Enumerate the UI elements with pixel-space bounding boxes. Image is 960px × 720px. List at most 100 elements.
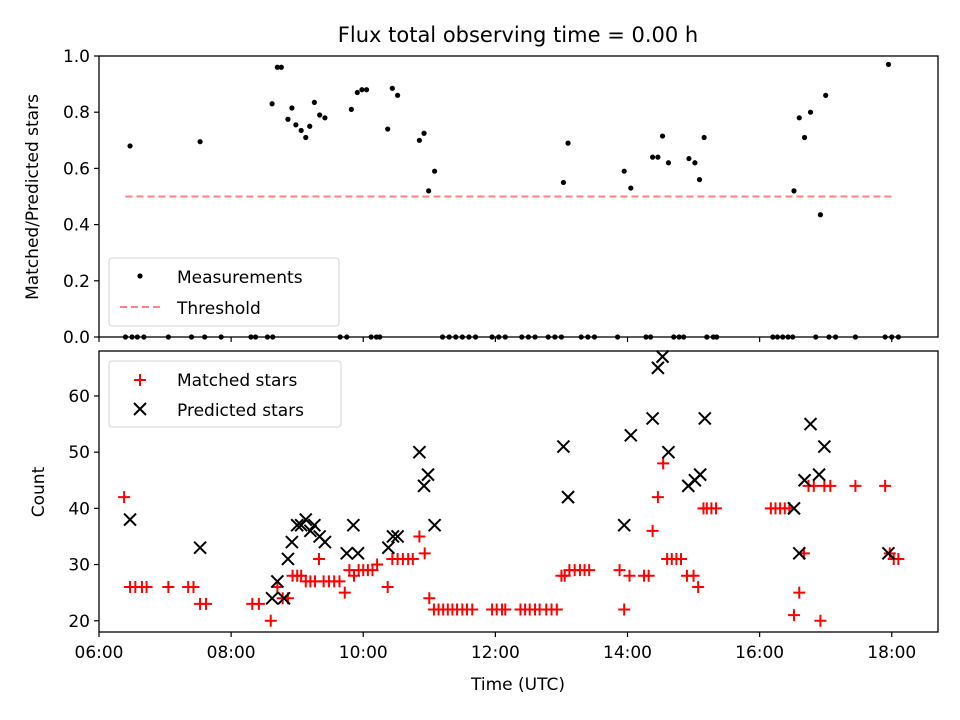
- predicted-star-point: [351, 546, 365, 561]
- measurement-point: [696, 177, 703, 183]
- predicted-star-point: [265, 591, 279, 605]
- matched-star-point: [418, 547, 431, 560]
- top-y-tick-label: 0.8: [63, 103, 90, 123]
- x-axis-label: Time (UTC): [470, 675, 565, 695]
- measurement-point: [650, 154, 656, 160]
- matched-star-point: [646, 524, 659, 537]
- predicted-star-point: [661, 445, 676, 459]
- matched-star-point: [338, 586, 351, 599]
- matched-star-point: [381, 581, 394, 594]
- matched-star-point: [657, 457, 670, 470]
- bottom-y-tick-label: 60: [68, 387, 90, 407]
- measurement-point: [426, 188, 432, 194]
- top-y-axis-label: Matched/Predicted stars: [23, 94, 43, 300]
- bottom-x-tick-label: 12:00: [471, 643, 520, 663]
- predicted-star-point: [561, 490, 575, 504]
- top-legend: Measurements Threshold: [108, 257, 340, 327]
- matched-star-point: [849, 479, 862, 492]
- matched-star-point: [675, 552, 688, 565]
- matched-star-point: [814, 614, 827, 627]
- matched-star-point: [252, 597, 265, 610]
- matched-star-point: [413, 530, 426, 543]
- predicted-star-point: [812, 467, 826, 482]
- matched-star-point: [824, 479, 837, 492]
- predicted-star-point: [270, 574, 285, 589]
- measurement-point: [354, 89, 360, 96]
- measurement-point: [359, 87, 365, 93]
- matched-star-point: [312, 552, 325, 565]
- measurement-point: [885, 61, 892, 68]
- legend-matched-label: Matched stars: [177, 371, 297, 391]
- top-legend-box: [108, 257, 340, 327]
- predicted-star-point: [277, 591, 291, 605]
- predicted-star-point: [281, 552, 295, 566]
- predicted-star-point: [645, 411, 660, 426]
- predicted-star-point: [290, 518, 304, 532]
- matched-star-point: [406, 552, 419, 565]
- matched-star-point: [187, 581, 200, 594]
- matched-star-point: [371, 558, 384, 571]
- matched-star-point: [118, 491, 131, 504]
- measurement-point: [807, 109, 814, 115]
- measurement-point: [274, 64, 280, 70]
- measurement-point: [348, 106, 354, 112]
- matched-star-point: [264, 614, 277, 627]
- predicted-star-point: [617, 518, 631, 532]
- top-axis-ticks: 0.0 0.2 0.4 0.6 0.8 1.0: [63, 47, 893, 348]
- predicted-star-point: [386, 529, 400, 544]
- predicted-star-point: [346, 518, 361, 532]
- bottom-y-tick-label: 20: [68, 612, 90, 632]
- matched-star-point: [618, 603, 631, 616]
- top-y-tick-label: 0.0: [63, 328, 90, 348]
- measurement-point: [565, 140, 571, 146]
- predicted-star-point: [123, 512, 137, 527]
- bottom-x-tick-label: 08:00: [207, 643, 256, 663]
- predicted-star-point: [556, 439, 571, 454]
- measurement-point: [317, 112, 323, 118]
- bottom-legend: Matched stars Predicted stars: [108, 360, 342, 428]
- matched-star-point: [687, 569, 700, 582]
- predicted-star-point: [651, 361, 665, 375]
- predicted-star-point: [803, 417, 818, 431]
- measurement-point: [311, 99, 317, 105]
- chart-title: Flux total observing time = 0.00 h: [338, 23, 698, 47]
- matched-star-point: [623, 569, 636, 582]
- predicted-star-point: [318, 535, 332, 549]
- measurement-point: [692, 160, 698, 166]
- legend-predicted-label: Predicted stars: [177, 401, 304, 421]
- measurement-point: [621, 168, 627, 174]
- top-y-tick-label: 0.4: [63, 216, 90, 236]
- measurement-point: [278, 64, 284, 70]
- measurement-point: [686, 155, 692, 162]
- measurement-point: [285, 116, 291, 122]
- matched-star-point: [466, 603, 479, 616]
- matched-star-point: [787, 609, 800, 622]
- measurement-point: [432, 168, 438, 174]
- bottom-legend-box: [108, 360, 342, 428]
- predicted-star-point: [390, 529, 405, 544]
- bottom-plot-frame: [98, 350, 939, 633]
- predicted-star-point: [693, 467, 707, 482]
- matched-star-point: [692, 581, 705, 594]
- legend-threshold-label: Threshold: [176, 299, 261, 319]
- predicted-star-point: [427, 518, 442, 532]
- bottom-plot-marks: [118, 349, 905, 627]
- bottom-y-axis-label: Count: [29, 466, 49, 517]
- predicted-star-point: [303, 524, 318, 538]
- matched-star-point: [583, 564, 596, 577]
- legend-measurements-marker: [137, 273, 143, 279]
- matched-star-point: [333, 575, 346, 588]
- measurement-point: [701, 134, 707, 141]
- legend-measurements-label: Measurements: [177, 268, 303, 288]
- predicted-star-point: [340, 546, 354, 561]
- matched-star-point: [642, 569, 655, 582]
- measurement-point: [665, 160, 672, 166]
- predicted-star-point: [285, 535, 299, 549]
- measurement-point: [801, 134, 808, 141]
- predicted-star-point: [817, 439, 832, 454]
- bottom-x-tick-label: 16:00: [735, 643, 784, 663]
- legend-matched-marker: [134, 374, 146, 386]
- measurement-point: [385, 126, 391, 132]
- bottom-axis-ticks: 20 30 40 50 60 06:00 08:00 10:00 12:00 14:00 16:00…: [68, 387, 916, 663]
- measurement-point: [293, 122, 299, 128]
